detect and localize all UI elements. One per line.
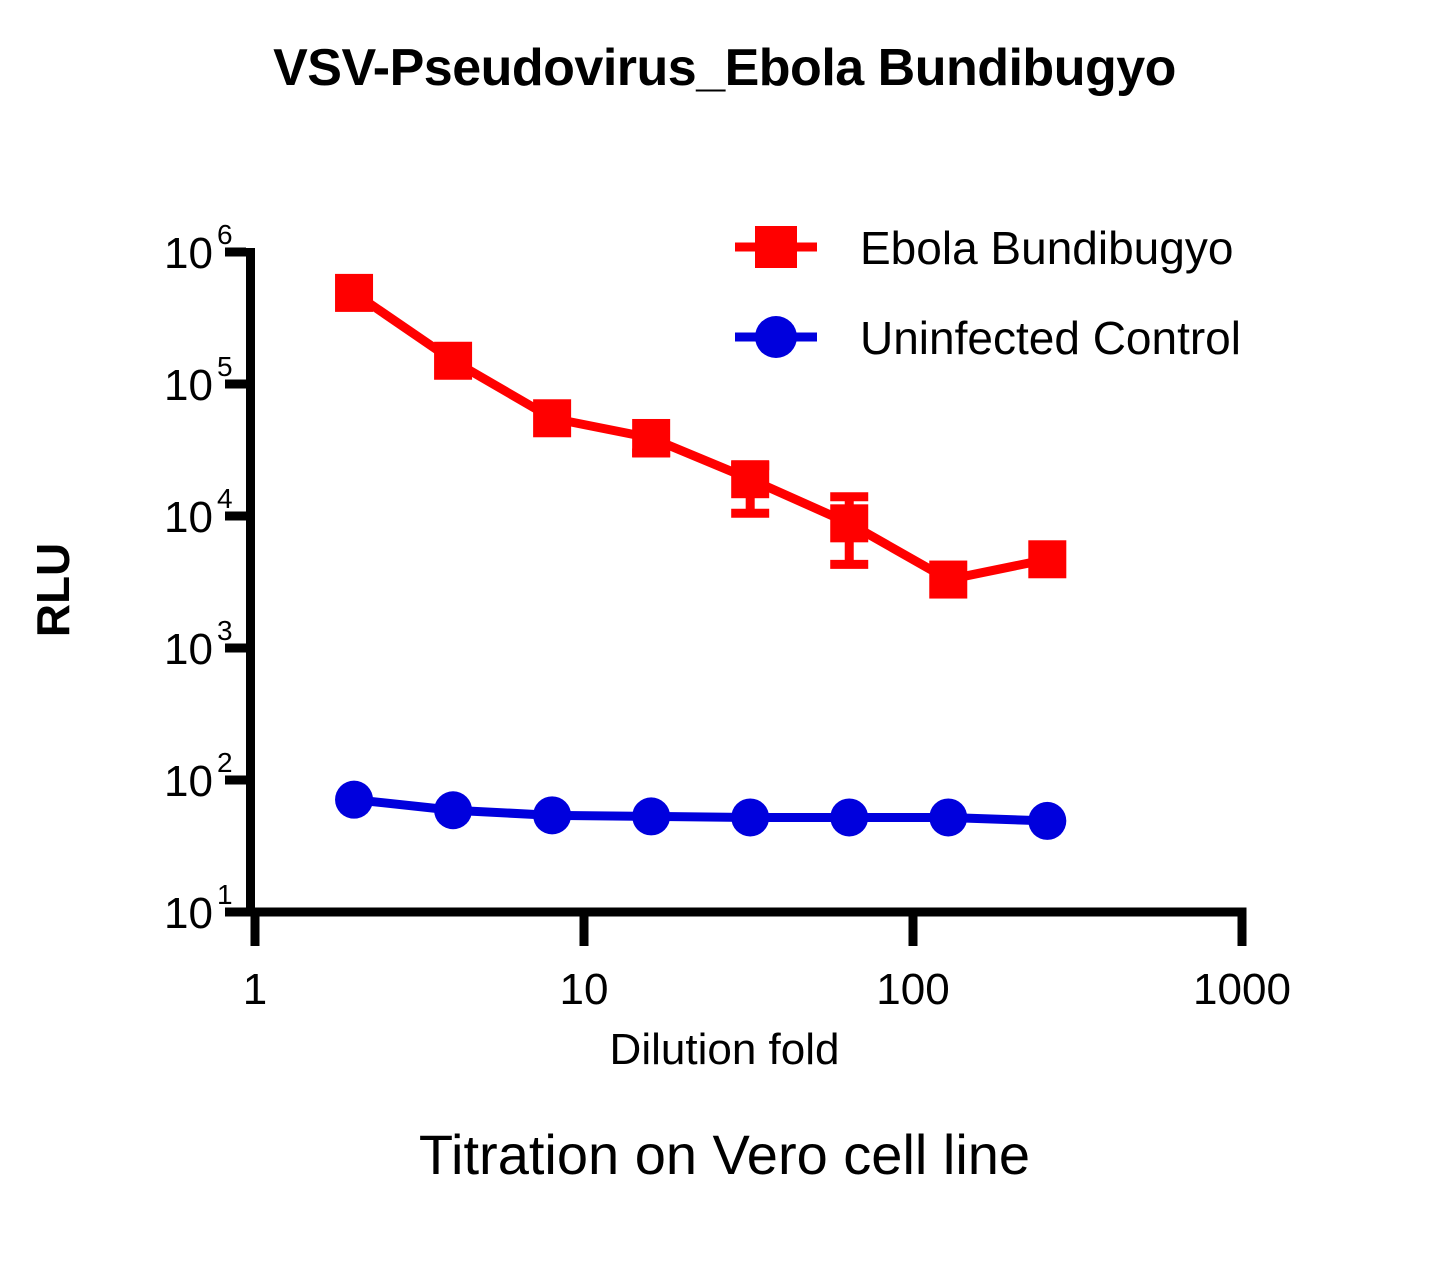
data-point-marker xyxy=(335,780,374,819)
y-tick-mantissa: 10 xyxy=(164,229,213,278)
legend-square-marker-icon xyxy=(755,226,797,268)
data-point-marker xyxy=(731,798,770,837)
y-tick-exponent: 5 xyxy=(217,351,233,382)
legend-label: Uninfected Control xyxy=(860,312,1241,364)
legend-item-2[interactable]: Uninfected Control xyxy=(735,312,1241,364)
data-point-marker xyxy=(533,796,572,835)
data-point-marker xyxy=(632,418,671,457)
chart-title: VSV-Pseudovirus_Ebola Bundibugyo xyxy=(273,39,1176,97)
series-2 xyxy=(335,780,1067,840)
x-tick-label-100: 100 xyxy=(876,965,949,1014)
y-tick-label-5: 10 5 xyxy=(164,351,233,410)
data-point-marker xyxy=(830,504,869,543)
legend-label: Ebola Bundibugyo xyxy=(860,222,1233,274)
x-tick-label-10: 10 xyxy=(560,965,609,1014)
data-point-marker xyxy=(533,399,572,438)
y-tick-exponent: 4 xyxy=(217,483,233,514)
data-point-marker xyxy=(1028,540,1067,579)
y-tick-mantissa: 10 xyxy=(164,625,213,674)
data-point-marker xyxy=(434,791,473,830)
y-tick-mantissa: 10 xyxy=(164,493,213,542)
data-point-marker xyxy=(434,341,473,380)
data-point-marker xyxy=(929,798,968,837)
data-point-marker xyxy=(830,798,869,837)
data-point-marker xyxy=(1028,801,1067,840)
data-point-marker xyxy=(335,273,374,312)
x-tick-label-1000: 1000 xyxy=(1193,965,1291,1014)
y-tick-label-4: 10 4 xyxy=(164,483,233,542)
y-tick-label-6: 10 6 xyxy=(164,219,233,278)
data-point-marker xyxy=(731,460,770,499)
y-tick-exponent: 3 xyxy=(217,615,233,646)
y-tick-exponent: 1 xyxy=(217,879,233,910)
y-tick-exponent: 2 xyxy=(217,747,233,778)
chart-caption: Titration on Vero cell line xyxy=(418,1123,1031,1186)
y-tick-label-1: 10 1 xyxy=(164,879,233,938)
x-tick-label-1: 1 xyxy=(243,965,267,1014)
data-point-marker xyxy=(929,560,968,599)
x-axis-label: Dilution fold xyxy=(609,1025,840,1074)
y-tick-exponent: 6 xyxy=(217,219,233,250)
data-point-marker xyxy=(632,797,671,836)
y-tick-mantissa: 10 xyxy=(164,361,213,410)
y-tick-label-3: 10 3 xyxy=(164,615,233,674)
series-1 xyxy=(335,273,1067,599)
legend-circle-marker-icon xyxy=(755,316,797,358)
y-tick-mantissa: 10 xyxy=(164,889,213,938)
legend-item-1[interactable]: Ebola Bundibugyo xyxy=(735,222,1233,274)
y-tick-label-2: 10 2 xyxy=(164,747,233,806)
y-tick-mantissa: 10 xyxy=(164,757,213,806)
